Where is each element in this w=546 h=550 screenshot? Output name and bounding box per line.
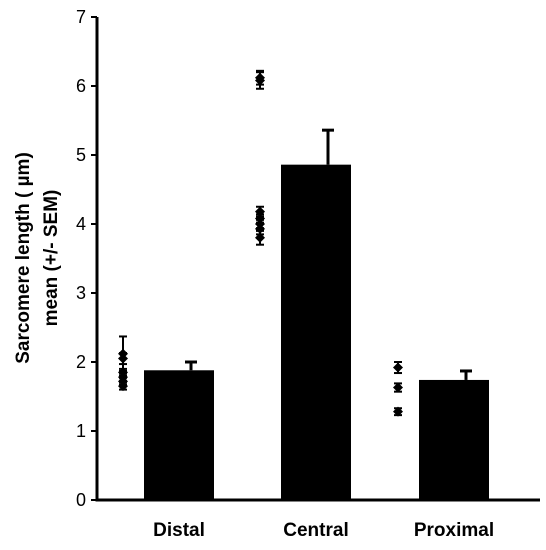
y-tick-label: 6 xyxy=(76,76,86,96)
x-tick-label-distal: Distal xyxy=(153,520,205,541)
data-point xyxy=(255,219,265,229)
y-tick-label: 0 xyxy=(76,490,86,510)
plot-area: 0 1 2 3 4 5 6 7 Distal Central Proximal xyxy=(76,7,540,541)
bar-distal xyxy=(144,370,214,500)
y-axis-title-line-2: mean (+/- SEM) xyxy=(41,190,62,327)
y-tick-label: 4 xyxy=(76,214,86,234)
bar-proximal xyxy=(419,379,489,500)
data-point xyxy=(393,382,403,393)
data-point xyxy=(393,362,403,373)
data-point xyxy=(118,348,128,359)
data-point xyxy=(118,367,128,378)
y-tick-label: 1 xyxy=(76,421,86,441)
y-tick-label: 3 xyxy=(76,283,86,303)
y-axis-title-line-1: Sarcomere length ( µm) xyxy=(13,152,34,364)
y-tick-label: 2 xyxy=(76,352,86,372)
y-tick-label: 7 xyxy=(76,7,86,27)
data-point xyxy=(255,206,265,217)
bar-central xyxy=(281,164,351,500)
x-tick-label-central: Central xyxy=(283,520,348,541)
y-tick-label: 5 xyxy=(76,145,86,165)
data-point xyxy=(255,72,265,83)
data-point xyxy=(393,406,403,417)
x-tick-label-proximal: Proximal xyxy=(414,520,494,541)
y-axis-title: Sarcomere length ( µm) mean (+/- SEM) xyxy=(13,152,62,364)
